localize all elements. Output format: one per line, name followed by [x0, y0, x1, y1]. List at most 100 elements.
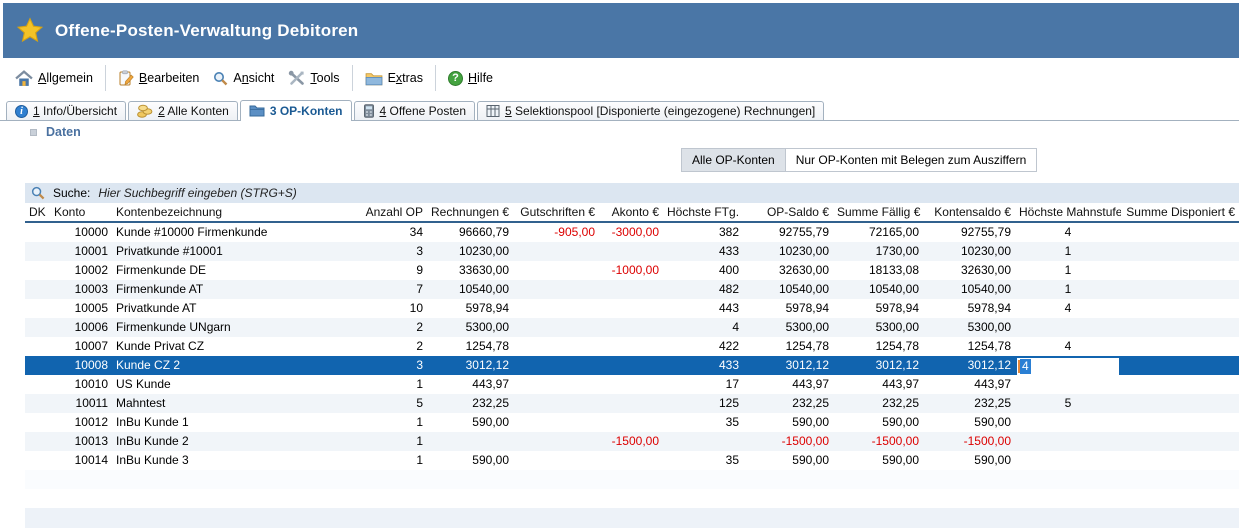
- cell-rechnungen[interactable]: 10230,00: [458, 244, 509, 258]
- cell-hoechste_ftg[interactable]: [663, 432, 743, 451]
- cell-kontensaldo[interactable]: 3012,12: [967, 358, 1011, 372]
- cell-op_saldo[interactable]: 232,25: [792, 396, 829, 410]
- cell-mahnstufe[interactable]: 1: [1064, 244, 1072, 258]
- cell-kontensaldo[interactable]: 443,97: [974, 377, 1011, 391]
- cell-bezeichnung[interactable]: Firmenkunde DE: [116, 263, 207, 277]
- tab-selektionspool[interactable]: 5 Selektionspool [Disponierte (eingezoge…: [477, 101, 825, 120]
- cell-rechnungen[interactable]: 590,00: [472, 453, 509, 467]
- menu-allgemein[interactable]: Allgemein: [8, 66, 100, 91]
- cell-kontensaldo[interactable]: 32630,00: [960, 263, 1011, 277]
- table-row[interactable]: 10012 InBu Kunde 1 1 590,00 35 590,00 590,00 59…: [25, 413, 1239, 432]
- cell-mahnstufe[interactable]: 4: [1064, 225, 1072, 239]
- cell-disponiert[interactable]: [1121, 242, 1239, 261]
- cell-gutschriften[interactable]: [513, 280, 599, 299]
- menu-tools[interactable]: Tools: [281, 66, 346, 90]
- cell-summe_faellig[interactable]: 1254,78: [875, 339, 919, 353]
- filter-nur-op-konten-button[interactable]: Nur OP-Konten mit Belegen zum Ausziffern: [785, 148, 1038, 172]
- cell-gutschriften[interactable]: [513, 375, 599, 394]
- col-header-dk[interactable]: DK: [25, 204, 50, 223]
- cell-konto[interactable]: 10012: [74, 415, 108, 429]
- cell-anzahl_op[interactable]: 2: [416, 339, 423, 353]
- cell-akonto[interactable]: [599, 337, 663, 356]
- cell-akonto[interactable]: [599, 375, 663, 394]
- cell-anzahl_op[interactable]: 10: [409, 301, 423, 315]
- cell-hoechste_ftg[interactable]: 4: [732, 320, 739, 334]
- cell-kontensaldo[interactable]: 590,00: [974, 453, 1011, 467]
- cell-gutschriften[interactable]: [513, 413, 599, 432]
- cell-kontensaldo[interactable]: 232,25: [974, 396, 1011, 410]
- cell-summe_faellig[interactable]: 590,00: [882, 415, 919, 429]
- col-header-summe-disponiert[interactable]: Summe Disponiert €: [1121, 204, 1239, 223]
- cell-hoechste_ftg[interactable]: 433: [718, 358, 739, 372]
- col-header-summe-faellig[interactable]: Summe Fällig €: [833, 204, 923, 223]
- tab-info-uebersicht[interactable]: i 1 Info/Übersicht: [6, 101, 127, 120]
- cell-op_saldo[interactable]: 5978,94: [785, 301, 829, 315]
- table-row[interactable]: 10011 Mahntest 5 232,25 125 232,25 232,25 232,2…: [25, 394, 1239, 413]
- cell-anzahl_op[interactable]: 5: [416, 396, 423, 410]
- table-row[interactable]: 10003 Firmenkunde AT 7 10540,00 482 10540,00 1…: [25, 280, 1239, 299]
- cell-op_saldo[interactable]: -1500,00: [781, 434, 829, 448]
- cell-summe_faellig[interactable]: 10540,00: [868, 282, 919, 296]
- table-row[interactable]: 10013 InBu Kunde 2 1 -1500,00 -1500,00 -1500,…: [25, 432, 1239, 451]
- cell-op_saldo[interactable]: 590,00: [792, 415, 829, 429]
- cell-op_saldo[interactable]: 1254,78: [785, 339, 829, 353]
- cell-rechnungen[interactable]: 590,00: [472, 415, 509, 429]
- cell-dk[interactable]: [25, 413, 50, 432]
- col-header-op-saldo[interactable]: OP-Saldo €: [743, 204, 833, 223]
- cell-mahnstufe[interactable]: [1015, 375, 1121, 394]
- cell-disponiert[interactable]: [1121, 356, 1239, 375]
- cell-dk[interactable]: [25, 222, 50, 242]
- cell-bezeichnung[interactable]: Mahntest: [116, 396, 166, 410]
- col-header-hoechste-ftg[interactable]: Höchste FTg.: [663, 204, 743, 223]
- cell-dk[interactable]: [25, 242, 50, 261]
- cell-konto[interactable]: 10013: [74, 434, 108, 448]
- table-row[interactable]: 10007 Kunde Privat CZ 2 1254,78 422 1254,78 12…: [25, 337, 1239, 356]
- cell-summe_faellig[interactable]: 590,00: [882, 453, 919, 467]
- cell-gutschriften[interactable]: [513, 261, 599, 280]
- cell-disponiert[interactable]: [1121, 413, 1239, 432]
- cell-rechnungen[interactable]: 1254,78: [465, 339, 509, 353]
- cell-gutschriften[interactable]: [513, 299, 599, 318]
- cell-mahnstufe[interactable]: [1015, 432, 1121, 451]
- cell-kontensaldo[interactable]: 590,00: [974, 415, 1011, 429]
- cell-hoechste_ftg[interactable]: 35: [725, 415, 739, 429]
- cell-konto[interactable]: 10001: [74, 244, 108, 258]
- cell-bezeichnung[interactable]: Privatkunde #10001: [116, 244, 223, 258]
- cell-konto[interactable]: 10000: [74, 225, 108, 239]
- cell-bezeichnung[interactable]: InBu Kunde 2: [116, 434, 189, 448]
- cell-gutschriften[interactable]: [513, 432, 599, 451]
- cell-anzahl_op[interactable]: 1: [416, 377, 423, 391]
- cell-bezeichnung[interactable]: Firmenkunde AT: [116, 282, 204, 296]
- cell-dk[interactable]: [25, 356, 50, 375]
- cell-konto[interactable]: 10005: [74, 301, 108, 315]
- cell-konto[interactable]: 10002: [74, 263, 108, 277]
- cell-akonto[interactable]: -3000,00: [611, 225, 659, 239]
- cell-kontensaldo[interactable]: 92755,79: [960, 225, 1011, 239]
- cell-anzahl_op[interactable]: 34: [409, 225, 423, 239]
- cell-op_saldo[interactable]: 10230,00: [778, 244, 829, 258]
- cell-disponiert[interactable]: [1121, 375, 1239, 394]
- cell-summe_faellig[interactable]: 232,25: [882, 396, 919, 410]
- cell-konto[interactable]: 10010: [74, 377, 108, 391]
- cell-gutschriften[interactable]: -905,00: [554, 225, 595, 239]
- cell-bezeichnung[interactable]: US Kunde: [116, 377, 171, 391]
- cell-summe_faellig[interactable]: -1500,00: [871, 434, 919, 448]
- cell-kontensaldo[interactable]: 5978,94: [967, 301, 1011, 315]
- cell-summe_faellig[interactable]: 72165,00: [868, 225, 919, 239]
- cell-disponiert[interactable]: [1121, 299, 1239, 318]
- cell-op_saldo[interactable]: 10540,00: [778, 282, 829, 296]
- cell-anzahl_op[interactable]: 1: [416, 434, 423, 448]
- menu-ansicht[interactable]: Ansicht: [206, 67, 281, 90]
- cell-dk[interactable]: [25, 280, 50, 299]
- cell-anzahl_op[interactable]: 1: [416, 453, 423, 467]
- cell-rechnungen[interactable]: 5300,00: [465, 320, 509, 334]
- col-header-hoechste-mahnstufe[interactable]: Höchste Mahnstufe: [1015, 204, 1121, 223]
- cell-konto[interactable]: 10007: [74, 339, 108, 353]
- cell-akonto[interactable]: [599, 394, 663, 413]
- cell-disponiert[interactable]: [1121, 222, 1239, 242]
- cell-rechnungen[interactable]: 443,97: [472, 377, 509, 391]
- cell-dk[interactable]: [25, 394, 50, 413]
- cell-anzahl_op[interactable]: 9: [416, 263, 423, 277]
- col-header-gutschriften[interactable]: Gutschriften €: [513, 204, 599, 223]
- cell-mahnstufe[interactable]: 5: [1064, 396, 1072, 410]
